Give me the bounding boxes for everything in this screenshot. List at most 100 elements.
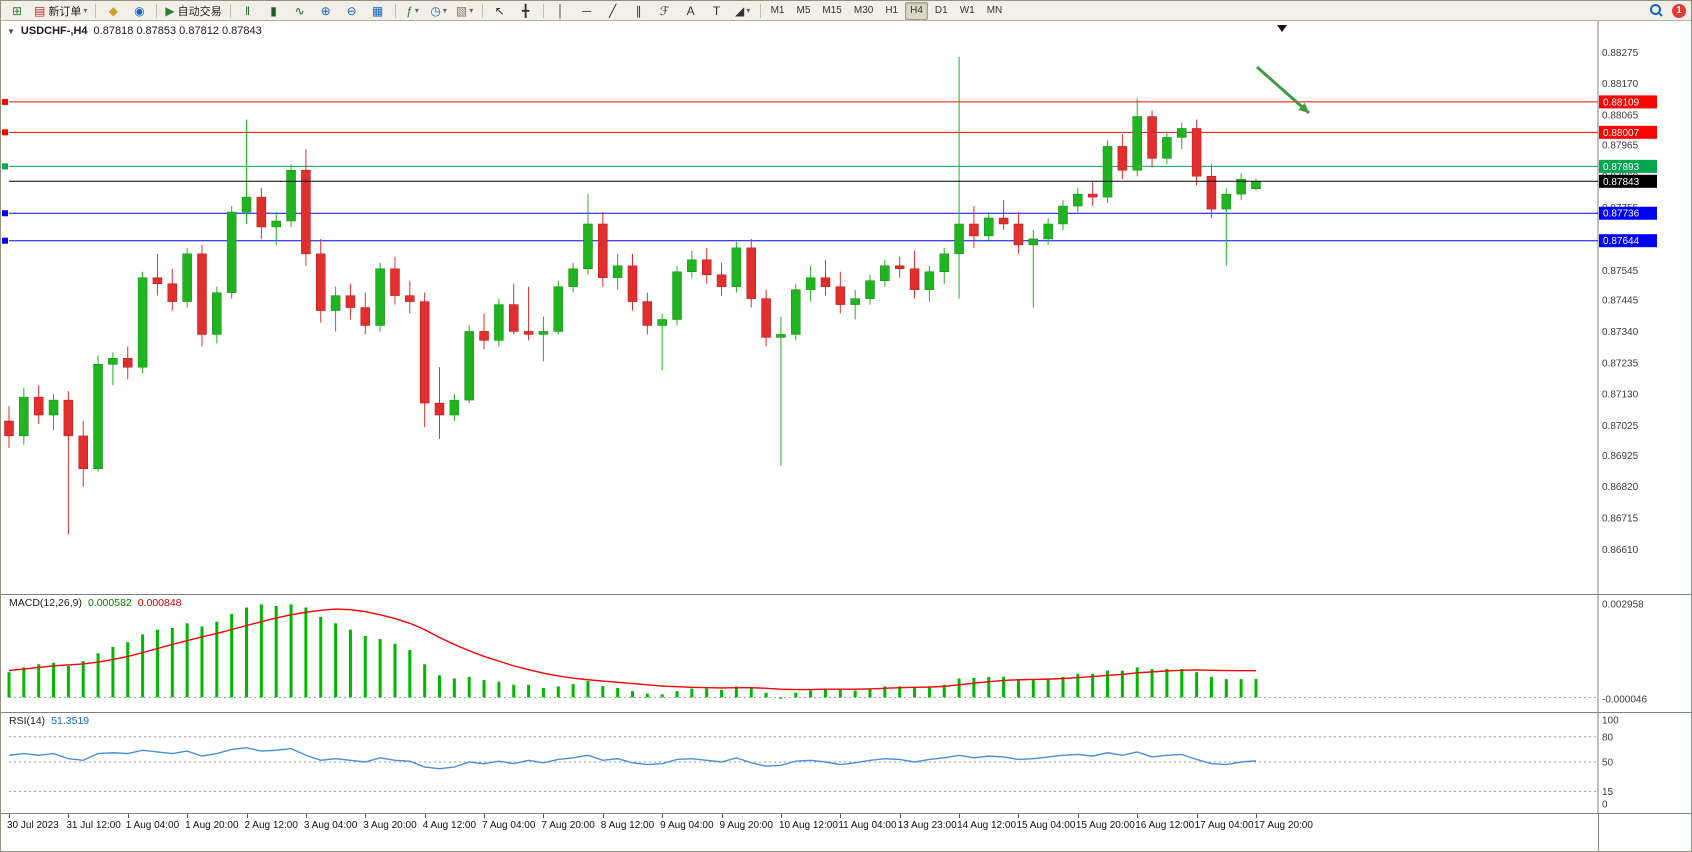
candle-body	[212, 292, 222, 335]
zoom-out-button[interactable]: ⊖	[340, 1, 364, 21]
candle-body	[390, 268, 400, 296]
candle-body	[1132, 116, 1142, 171]
auto-trading-icon: ▶	[165, 3, 175, 18]
market-watch-icon[interactable]: ◉	[127, 1, 151, 21]
time-tick	[127, 814, 129, 818]
timeframe-w1[interactable]: W1	[959, 5, 975, 16]
candle-body	[1117, 146, 1128, 171]
candle-body	[894, 265, 905, 270]
candle-body	[375, 268, 385, 326]
macd-panel[interactable]: 0.002958 -0.000046	[1, 594, 1692, 712]
zoom-in-button[interactable]: ⊕	[314, 1, 338, 21]
time-axis-label: 17 Aug 20:00	[1253, 820, 1313, 831]
text-label-button[interactable]: T	[705, 1, 729, 21]
line-chart-button[interactable]: ∿	[288, 1, 312, 21]
candle-body	[969, 223, 979, 237]
price-axis-label: 0.86925	[1602, 451, 1639, 462]
time-axis-label: 4 Aug 12:00	[422, 820, 477, 831]
fibonacci-button[interactable]: ℱ	[653, 1, 677, 21]
candle-body	[93, 364, 103, 470]
equidistant-channel-button[interactable]: ∥	[627, 1, 651, 21]
timeframe-h4[interactable]: H4	[905, 1, 928, 20]
periods-button[interactable]: ◷ ▾	[427, 1, 451, 21]
time-tick	[9, 814, 10, 818]
price-badge	[1599, 206, 1657, 220]
candlestick-chart-button[interactable]: ▮	[262, 1, 286, 21]
candle-body	[286, 170, 296, 222]
templates-button[interactable]: ▧ ▾	[453, 1, 477, 21]
crosshair-button[interactable]: ╋	[514, 1, 538, 21]
time-tick	[1018, 814, 1020, 818]
candle-body	[123, 358, 133, 368]
notification-badge[interactable]: 1	[1672, 3, 1686, 18]
new-order-button[interactable]: ▤ 新订单 ▾	[31, 1, 90, 21]
time-axis[interactable]: 30 Jul 2023 31 Jul 12:00 1 Aug 04:00 1 Aug …	[1, 813, 1691, 851]
vertical-line-button[interactable]: │	[549, 1, 573, 21]
candle-body	[1013, 223, 1024, 246]
candle-body	[330, 295, 341, 311]
auto-trading-button[interactable]: ▶ 自动交易	[162, 1, 224, 21]
timeframe-m15[interactable]: M15	[822, 5, 842, 16]
rsi-label: RSI(14) 51.3519	[9, 715, 89, 727]
timeframe-h1[interactable]: H1	[885, 5, 899, 16]
shapes-button[interactable]: ◢ ▾	[731, 1, 755, 21]
time-tick	[1137, 814, 1139, 818]
line-left-marker[interactable]	[2, 237, 8, 244]
chart-shift-marker[interactable]	[1277, 25, 1287, 32]
line-left-marker[interactable]	[2, 98, 8, 105]
candle-body	[1102, 146, 1113, 198]
candle-body	[434, 402, 445, 416]
macd-signal-line	[8, 608, 1256, 691]
new-chart-button[interactable]: ⊞	[5, 1, 29, 21]
time-tick	[365, 814, 367, 818]
price-axis-label: 0.88065	[1602, 111, 1639, 122]
time-axis-label: 2 Aug 12:00	[244, 820, 298, 831]
candle-body	[1221, 193, 1232, 210]
price-axis-label: 0.87445	[1602, 296, 1639, 307]
rsi-axis-label: 50	[1602, 758, 1614, 769]
horizontal-line-button[interactable]: ─	[575, 1, 599, 21]
new-order-icon: ▤	[34, 3, 46, 18]
trendline-button[interactable]: ╱	[601, 1, 625, 21]
timeframe-mn[interactable]: MN	[986, 5, 1003, 16]
candle-body	[954, 223, 964, 255]
line-left-marker[interactable]	[2, 163, 8, 170]
collapse-icon[interactable]: ▼	[7, 26, 15, 36]
rsi-name: RSI(14)	[9, 715, 46, 727]
favorites-icon[interactable]: ◆	[101, 1, 125, 21]
candle-body	[553, 286, 564, 332]
tile-windows-button[interactable]: ▦	[366, 1, 390, 21]
price-axis-separator	[1598, 814, 1599, 851]
candle-body	[583, 223, 593, 270]
drawn-arrow-annotation[interactable]	[1256, 65, 1310, 115]
timeframe-m1[interactable]: M1	[770, 5, 785, 16]
line-left-marker[interactable]	[2, 210, 8, 217]
bar-chart-button[interactable]: ‖	[236, 1, 260, 21]
cursor-button[interactable]: ↖	[488, 1, 512, 21]
candle-body	[1058, 205, 1068, 225]
timeframe-m5[interactable]: M5	[796, 5, 811, 16]
timeframe-m30[interactable]: M30	[853, 5, 874, 16]
search-icon[interactable]	[1649, 3, 1664, 18]
main-chart[interactable]: 0.882750.881700.880650.879650.878600.877…	[1, 21, 1692, 594]
line-left-marker[interactable]	[2, 129, 8, 136]
market-watch-icon-icon: ◉	[134, 3, 145, 18]
candle-body	[48, 399, 59, 416]
favorites-icon-icon: ◆	[108, 3, 118, 18]
candle-body	[776, 334, 786, 338]
candle-body	[627, 265, 638, 302]
time-axis-label: 13 Aug 23:00	[897, 820, 957, 831]
candle-body	[1177, 128, 1187, 138]
rsi-panel[interactable]: 100 80 50 15 0	[1, 712, 1692, 813]
indicators-button[interactable]: ƒ ▾	[401, 1, 425, 21]
candle-body	[1147, 116, 1157, 159]
candle-body	[880, 265, 890, 281]
text-button[interactable]: A	[679, 1, 703, 21]
chart-ohlc: 0.87818 0.87853 0.87812 0.87843	[93, 25, 262, 37]
vertical-line-icon: │	[556, 3, 565, 18]
candle-body	[241, 196, 252, 213]
candle-body	[939, 253, 949, 272]
timeframe-d1[interactable]: D1	[934, 5, 948, 16]
candle-body	[924, 271, 935, 290]
